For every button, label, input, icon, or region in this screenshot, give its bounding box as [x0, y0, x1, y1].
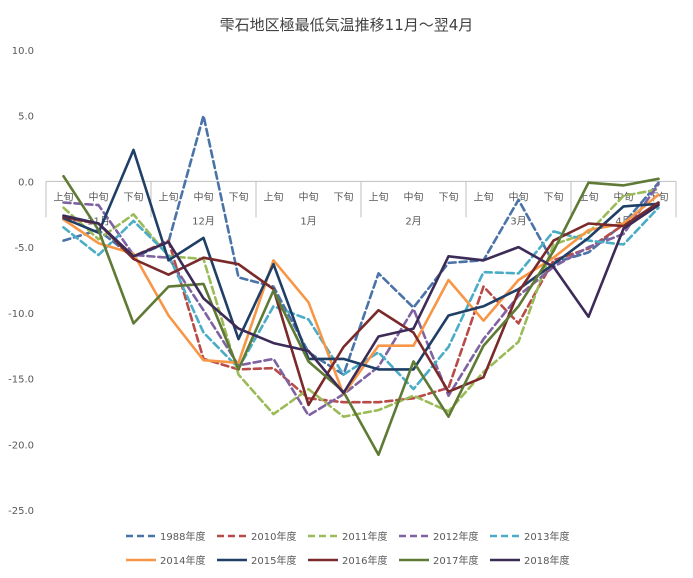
series-line-9 — [62, 203, 660, 395]
legend-label: 2011年度 — [342, 530, 387, 543]
y-tick-label: 10.0 — [12, 46, 34, 57]
x-group-label: 2月 — [405, 215, 421, 227]
x-tick-label: 上旬 — [54, 190, 74, 203]
legend-label: 2017年度 — [433, 554, 478, 567]
y-tick-label: -5.0 — [14, 243, 34, 254]
series-line-5 — [62, 193, 660, 396]
x-group-label: 3月 — [510, 215, 526, 227]
y-tick-label: -20.0 — [8, 440, 34, 451]
y-tick-label: 0.0 — [18, 177, 34, 188]
y-tick-label: 5.0 — [18, 112, 34, 123]
series-line-4 — [62, 206, 660, 391]
x-tick-label: 上旬 — [474, 190, 494, 203]
chart-title: 雫石地区極最低気温推移11月～翌4月 — [219, 16, 474, 34]
series-line-3 — [62, 182, 660, 417]
legend-label: 2016年度 — [342, 554, 387, 567]
x-tick-label: 下旬 — [439, 190, 459, 203]
x-group-label: 1月 — [300, 215, 316, 227]
x-tick-label: 下旬 — [124, 190, 144, 203]
y-tick-label: -15.0 — [8, 375, 34, 386]
x-tick-label: 上旬 — [159, 190, 179, 203]
legend-label: 2012年度 — [433, 530, 478, 543]
y-tick-label: -25.0 — [8, 506, 34, 517]
x-tick-label: 上旬 — [369, 190, 389, 203]
x-tick-label: 中旬 — [404, 190, 424, 203]
legend-label: 2014年度 — [160, 554, 205, 567]
series-line-8 — [62, 174, 660, 457]
x-tick-label: 下旬 — [334, 190, 354, 203]
x-tick-label: 下旬 — [229, 190, 249, 203]
x-tick-label: 中旬 — [194, 190, 214, 203]
x-tick-label: 中旬 — [299, 190, 319, 203]
x-group-label: 12月 — [192, 215, 215, 227]
legend-label: 2010年度 — [251, 530, 296, 543]
x-tick-label: 中旬 — [509, 190, 529, 203]
legend-label: 2013年度 — [524, 530, 569, 543]
x-tick-label: 上旬 — [264, 190, 284, 203]
legend-label: 2015年度 — [251, 554, 296, 567]
x-tick-label: 下旬 — [544, 190, 564, 203]
legend-label: 1988年度 — [160, 530, 205, 543]
x-tick-label: 中旬 — [89, 190, 109, 203]
legend-label: 2018年度 — [524, 554, 569, 567]
y-tick-label: -10.0 — [8, 309, 34, 320]
